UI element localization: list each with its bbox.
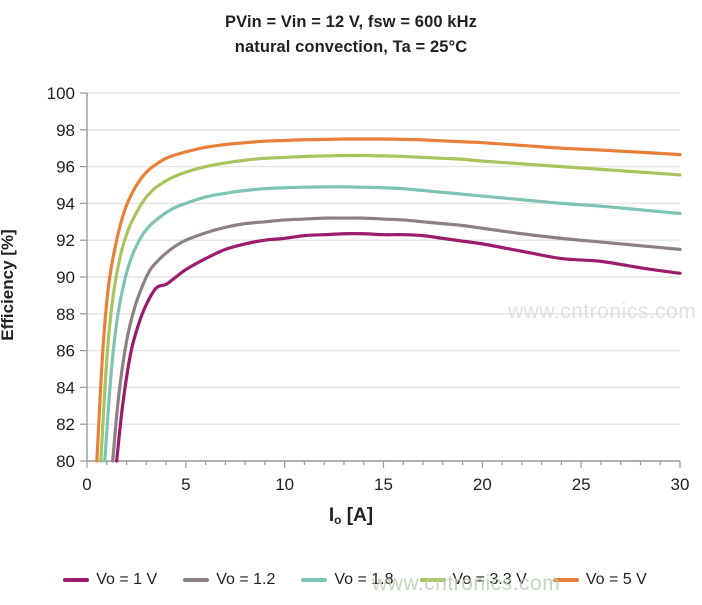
- y-tick-label: 84: [56, 378, 75, 397]
- legend-label: Vo = 3.3 V: [452, 571, 527, 588]
- chart-title-line-1: PVin = Vin = 12 V, fsw = 600 kHz: [225, 13, 477, 31]
- x-tick-label: 10: [275, 475, 294, 494]
- legend-label: Vo = 5 V: [585, 571, 647, 588]
- x-tick-label: 5: [181, 475, 190, 494]
- x-axis-label-subscript: o: [334, 513, 342, 527]
- y-tick-label: 80: [56, 452, 75, 471]
- y-tick-label: 96: [56, 158, 75, 177]
- chart-title: PVin = Vin = 12 V, fsw = 600 kHz natural…: [0, 10, 702, 60]
- chart-legend: Vo = 1 V Vo = 1.2 Vo = 1.8 Vo = 3.3 V Vo = 5…: [0, 563, 702, 597]
- chart-title-line-2: natural convection, Ta = 25°C: [234, 38, 468, 56]
- legend-item[interactable]: Vo = 1.2: [183, 571, 275, 589]
- curve-series-0: [115, 232, 682, 463]
- data-curves: [95, 137, 682, 463]
- curve-series-1: [111, 216, 682, 463]
- x-tick-label: 25: [572, 475, 591, 494]
- legend-swatch-icon: [552, 578, 579, 582]
- legend-swatch-icon: [419, 578, 446, 582]
- curve-series-3: [99, 153, 682, 463]
- x-axis-label-main: I: [328, 505, 335, 526]
- curve-series-4: [95, 137, 682, 463]
- y-tick-label: 88: [56, 305, 75, 324]
- legend-item[interactable]: Vo = 3.3 V: [419, 571, 527, 589]
- legend-swatch-icon: [63, 578, 90, 582]
- x-tick-label: 15: [374, 475, 393, 494]
- legend-item[interactable]: Vo = 5 V: [552, 571, 647, 589]
- y-tick-label: 90: [56, 268, 75, 287]
- legend-label: Vo = 1.8: [334, 571, 394, 588]
- x-tick-labels: 0 5 10 15 20 25 30: [82, 475, 689, 494]
- legend-item[interactable]: Vo = 1.8: [301, 571, 394, 589]
- x-axis-label: Io [A]: [0, 505, 702, 527]
- legend-swatch-icon: [301, 578, 328, 582]
- axis-lines: [86, 93, 680, 462]
- y-tick-label: 82: [56, 415, 75, 434]
- x-axis-label-unit: [A]: [341, 505, 374, 526]
- y-tick-label: 94: [56, 194, 75, 213]
- y-tick-label: 92: [56, 231, 75, 250]
- legend-label: Vo = 1 V: [96, 571, 158, 588]
- x-tick-label: 30: [671, 475, 690, 494]
- y-tick-label: 98: [56, 121, 75, 140]
- y-tick-label: 86: [56, 342, 75, 361]
- y-tick-label: 100: [47, 84, 75, 103]
- curve-series-2: [103, 185, 682, 463]
- legend-label: Vo = 1.2: [216, 571, 276, 588]
- legend-item[interactable]: Vo = 1 V: [63, 571, 157, 589]
- legend-swatch-icon: [183, 578, 210, 582]
- x-tick-label: 20: [473, 475, 492, 494]
- x-tick-label: 0: [82, 475, 91, 494]
- y-tick-labels: 80 82 84 86 88 90 92 94 96 98 100: [47, 84, 75, 471]
